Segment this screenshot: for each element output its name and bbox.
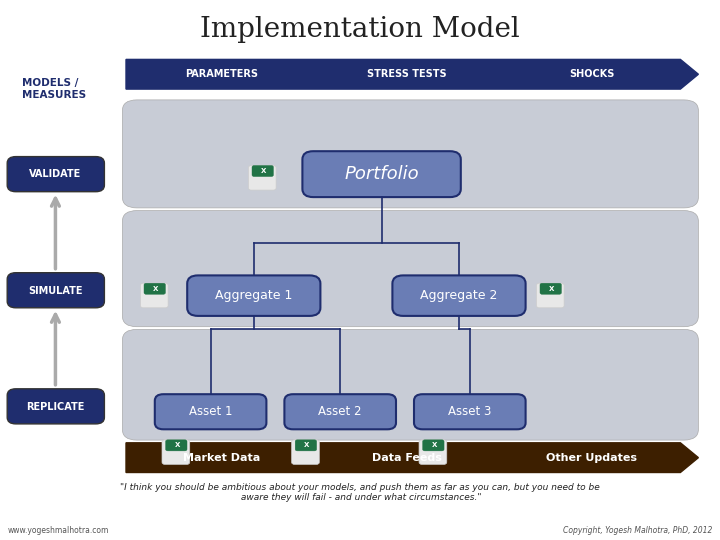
FancyBboxPatch shape — [295, 440, 317, 451]
FancyBboxPatch shape — [423, 440, 444, 451]
Text: "I think you should be ambitious about your models, and push them as far as you : "I think you should be ambitious about y… — [120, 483, 600, 502]
FancyBboxPatch shape — [392, 275, 526, 316]
FancyBboxPatch shape — [140, 283, 168, 308]
Polygon shape — [126, 59, 698, 89]
Text: VALIDATE: VALIDATE — [30, 170, 81, 179]
Text: X: X — [304, 442, 310, 449]
Text: Market Data: Market Data — [184, 453, 261, 463]
Text: Aggregate 1: Aggregate 1 — [215, 289, 292, 302]
FancyBboxPatch shape — [252, 165, 274, 177]
Text: SIMULATE: SIMULATE — [28, 286, 83, 295]
Text: Portfolio: Portfolio — [344, 165, 419, 183]
FancyBboxPatch shape — [292, 440, 320, 464]
Text: Other Updates: Other Updates — [546, 453, 637, 463]
FancyBboxPatch shape — [122, 100, 698, 208]
Text: PARAMETERS: PARAMETERS — [186, 69, 258, 79]
Text: Data Feeds: Data Feeds — [372, 453, 442, 463]
Text: STRESS TESTS: STRESS TESTS — [367, 69, 446, 79]
Text: Asset 1: Asset 1 — [189, 405, 233, 418]
FancyBboxPatch shape — [122, 329, 698, 440]
Text: X: X — [549, 286, 554, 292]
Text: REPLICATE: REPLICATE — [26, 402, 85, 411]
FancyBboxPatch shape — [536, 283, 564, 308]
FancyBboxPatch shape — [248, 165, 276, 190]
Text: Implementation Model: Implementation Model — [200, 16, 520, 43]
Text: www.yogeshmalhotra.com: www.yogeshmalhotra.com — [7, 526, 109, 535]
FancyBboxPatch shape — [540, 283, 562, 294]
Text: Asset 2: Asset 2 — [318, 405, 362, 418]
Text: Asset 3: Asset 3 — [448, 405, 492, 418]
Text: X: X — [431, 442, 437, 449]
FancyBboxPatch shape — [302, 151, 461, 197]
FancyBboxPatch shape — [7, 389, 104, 424]
Text: Aggregate 2: Aggregate 2 — [420, 289, 498, 302]
FancyBboxPatch shape — [187, 275, 320, 316]
FancyBboxPatch shape — [419, 440, 446, 464]
FancyBboxPatch shape — [155, 394, 266, 429]
FancyBboxPatch shape — [144, 283, 166, 294]
FancyBboxPatch shape — [284, 394, 396, 429]
Text: X: X — [261, 168, 266, 174]
Text: X: X — [153, 286, 158, 292]
Text: SHOCKS: SHOCKS — [569, 69, 614, 79]
Polygon shape — [126, 443, 698, 472]
FancyBboxPatch shape — [166, 440, 187, 451]
Text: Copyright, Yogesh Malhotra, PhD, 2012: Copyright, Yogesh Malhotra, PhD, 2012 — [564, 526, 713, 535]
FancyBboxPatch shape — [162, 440, 190, 464]
Text: MODELS /
MEASURES: MODELS / MEASURES — [22, 78, 86, 100]
Text: X: X — [174, 442, 180, 449]
FancyBboxPatch shape — [7, 273, 104, 308]
FancyBboxPatch shape — [122, 211, 698, 327]
FancyBboxPatch shape — [7, 157, 104, 192]
FancyBboxPatch shape — [414, 394, 526, 429]
